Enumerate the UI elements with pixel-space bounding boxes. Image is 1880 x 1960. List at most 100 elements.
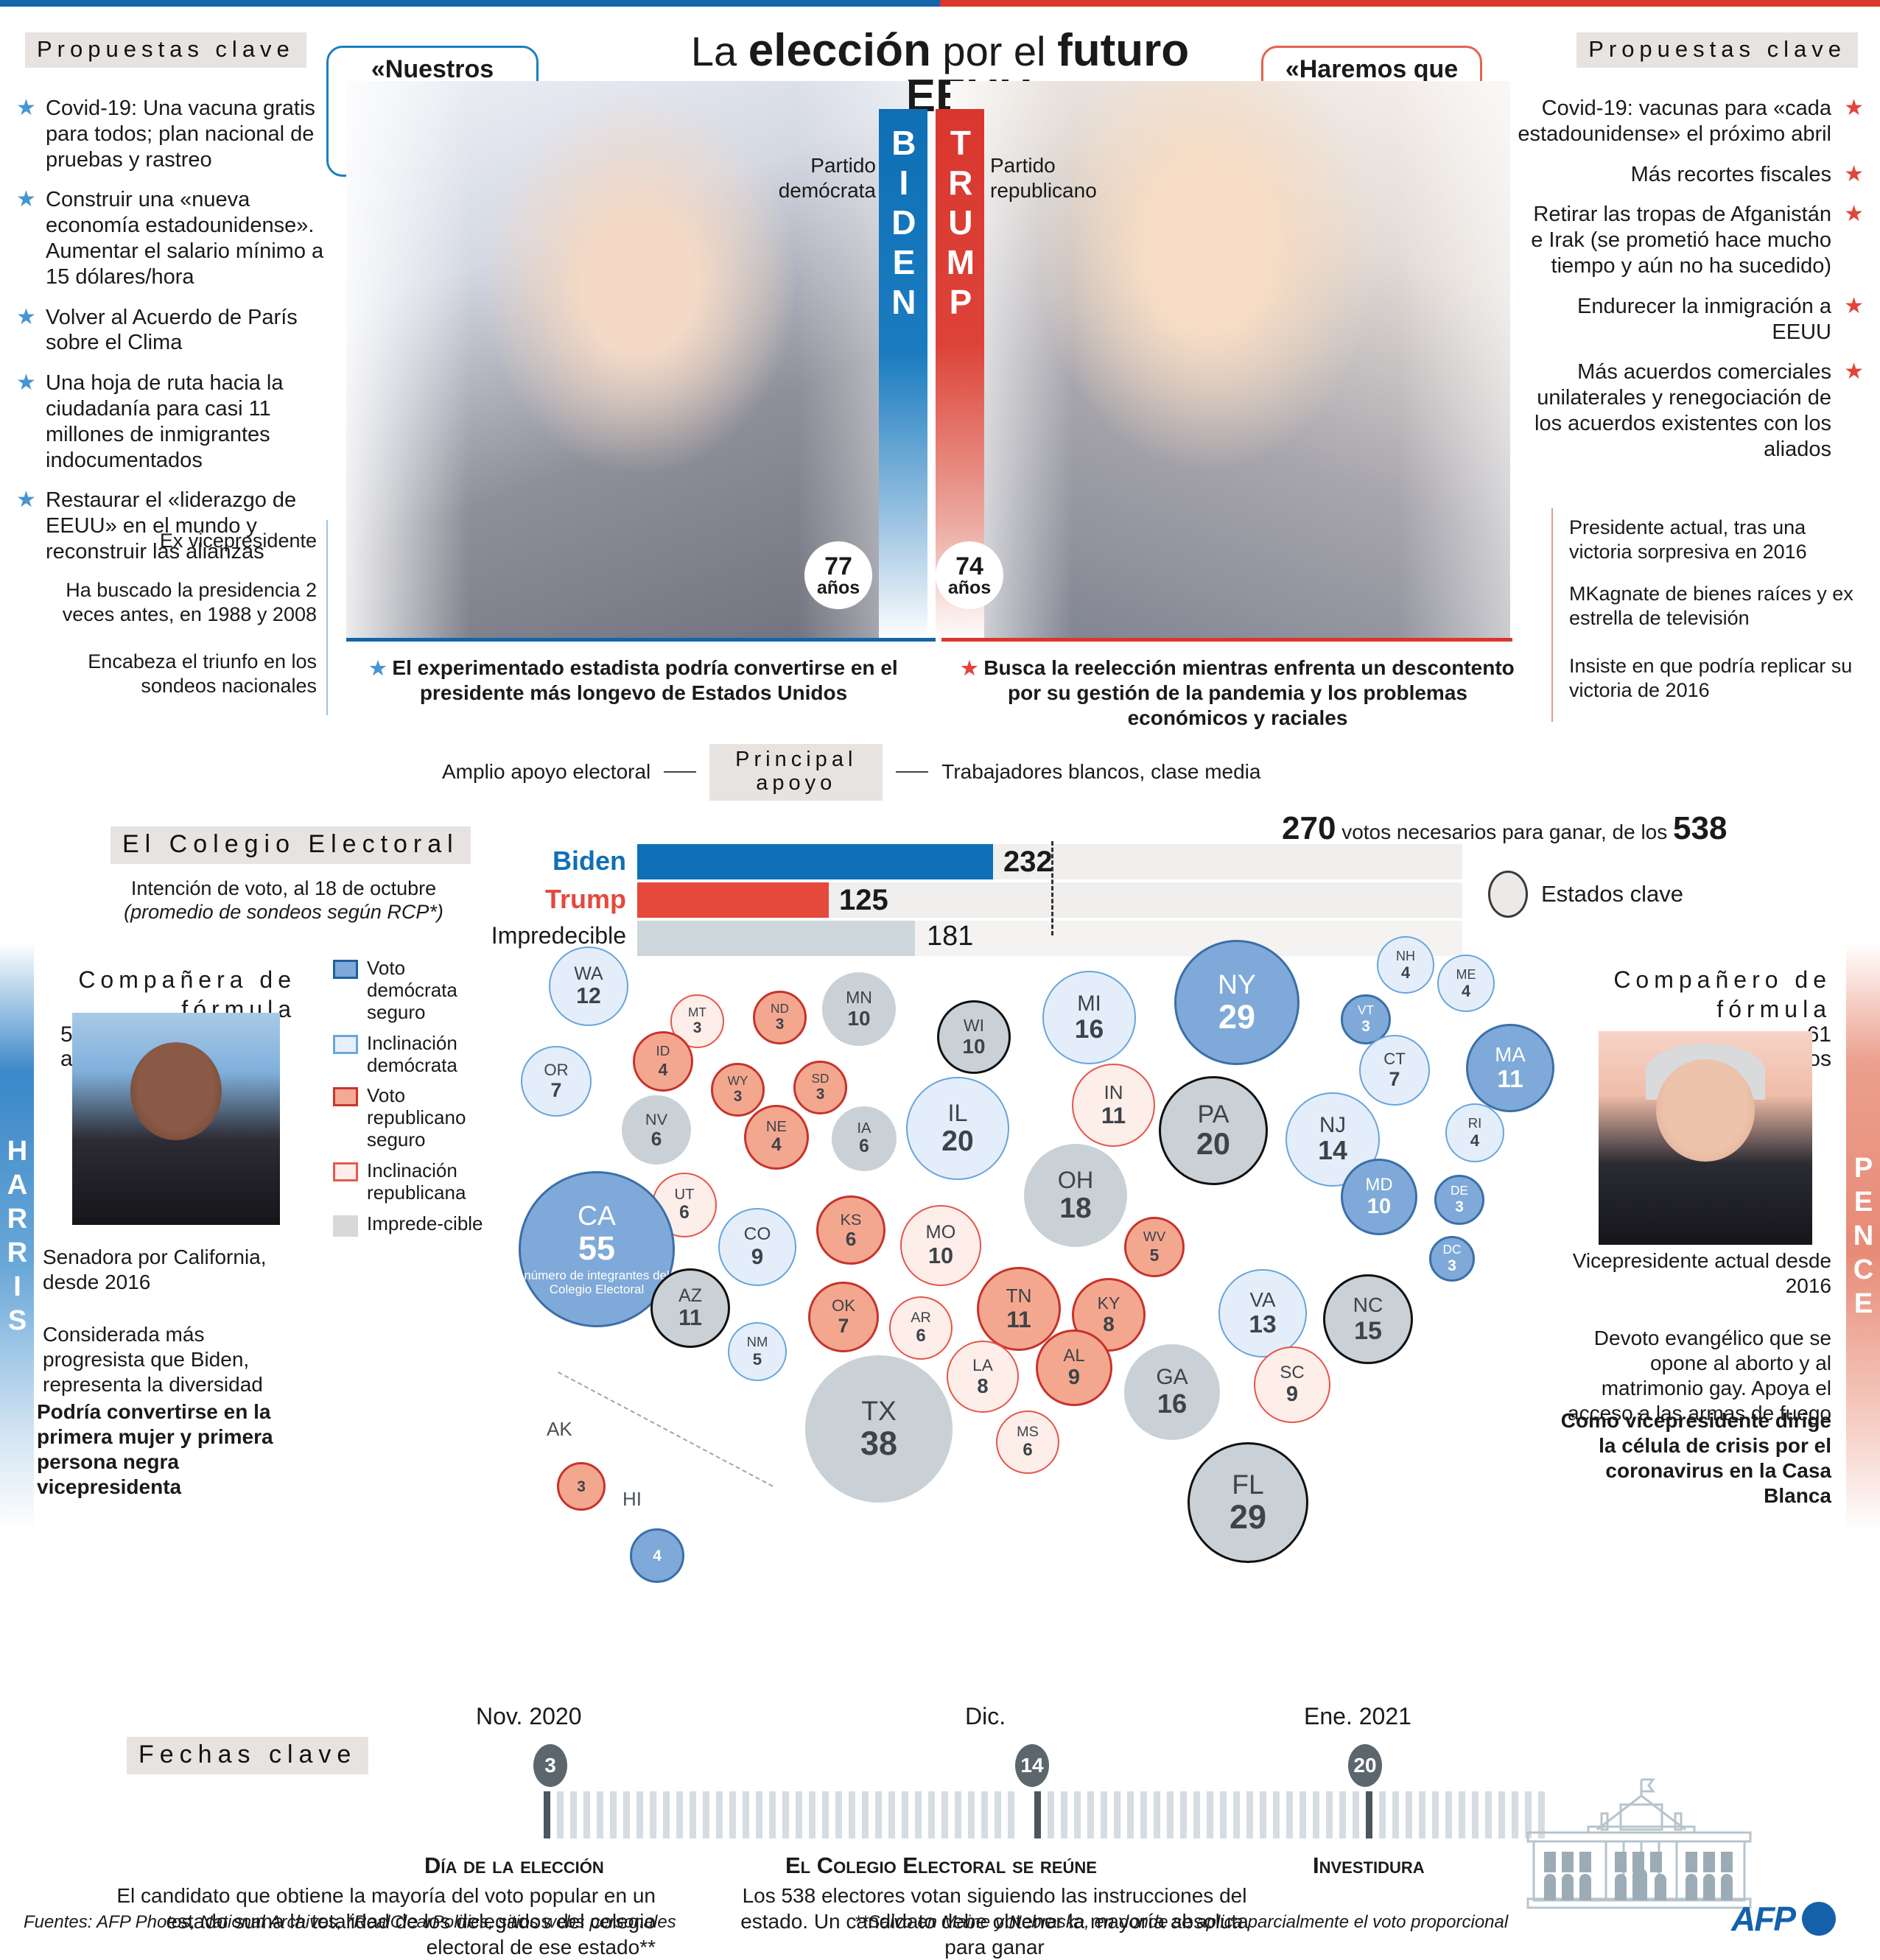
state-bubble-tn[interactable]: TN 11 (977, 1267, 1061, 1351)
timeline-tick (782, 1791, 789, 1838)
timeline-tick (1419, 1791, 1425, 1838)
state-bubble-al[interactable]: AL 9 (1036, 1330, 1112, 1406)
state-bubble-or[interactable]: OR 7 (521, 1046, 592, 1117)
state-abbr: IL (947, 1099, 968, 1126)
state-bubble-co[interactable]: CO 9 (718, 1208, 796, 1286)
star-icon: ★ (16, 488, 36, 513)
state-bubble-nv[interactable]: NV 6 (622, 1095, 691, 1165)
state-bubble-hi[interactable]: 4 (630, 1528, 684, 1583)
trump-age-unit: años (947, 577, 992, 598)
state-bubble-md[interactable]: MD 10 (1341, 1159, 1417, 1235)
state-bubble-la[interactable]: LA 8 (947, 1341, 1019, 1413)
timeline-tick (676, 1791, 683, 1838)
state-abbr: VT (1357, 1002, 1375, 1018)
state-bubble-sd[interactable]: SD 3 (793, 1061, 847, 1114)
state-bubble-ar[interactable]: AR 6 (889, 1296, 953, 1360)
state-bubble-mi[interactable]: MI 16 (1042, 971, 1136, 1064)
timeline-tick (1459, 1791, 1465, 1838)
harris-note-3: Podría convertirse en la primera mujer y… (37, 1400, 273, 1499)
state-electors: 12 (576, 983, 601, 1008)
state-bubble-ct[interactable]: CT 7 (1359, 1035, 1430, 1106)
state-electors: 8 (1103, 1313, 1115, 1336)
legend-swatch-dem-icon (333, 960, 358, 979)
threshold-note: 270 votos necesarios para ganar, de los … (1282, 810, 1727, 847)
state-abbr: CA (578, 1200, 616, 1232)
state-electors: 3 (816, 1086, 825, 1103)
threshold-value: 270 (1282, 810, 1336, 846)
ca-note: número de integrantes del Colegio Electo… (524, 1268, 670, 1296)
state-bubble-ms[interactable]: MS 6 (996, 1411, 1059, 1474)
timeline-tick (995, 1791, 1001, 1838)
state-electors: 13 (1249, 1310, 1277, 1338)
state-abbr: FL (1232, 1469, 1264, 1500)
state-bubble-il[interactable]: IL 20 (906, 1077, 1009, 1180)
state-bubble-sc[interactable]: SC 9 (1254, 1346, 1330, 1423)
title-bold-1: elección (748, 25, 931, 76)
timeline-ticks (544, 1791, 1545, 1838)
bar-label-impredecible: Impredecible (491, 922, 626, 949)
timeline-tick (544, 1791, 550, 1838)
star-icon: ★ (16, 304, 36, 329)
state-bubble-wa[interactable]: WA 12 (549, 946, 628, 1026)
state-bubble-nd[interactable]: ND 3 (753, 991, 807, 1044)
state-electors: 9 (1286, 1383, 1299, 1406)
state-bubble-de[interactable]: DE 3 (1434, 1175, 1484, 1225)
state-bubble-in[interactable]: IN 11 (1072, 1064, 1155, 1147)
legend-item-rep: Voto republicano seguro (333, 1085, 488, 1151)
star-icon: ★ (16, 96, 36, 120)
state-bubble-wi[interactable]: WI 10 (937, 1000, 1011, 1074)
timeline-month-1: Nov. 2020 (476, 1703, 582, 1729)
star-icon: ★ (1844, 202, 1864, 227)
state-bubble-ak[interactable]: 3 (557, 1462, 606, 1511)
state-bubble-dc[interactable]: DC 3 (1429, 1236, 1475, 1282)
state-bubble-ut[interactable]: UT 6 (652, 1173, 717, 1237)
state-bubble-nc[interactable]: NC 15 (1323, 1274, 1413, 1364)
timeline-tick (690, 1791, 696, 1838)
state-bubble-ny[interactable]: NY 29 (1174, 940, 1299, 1065)
state-electors: 6 (916, 1326, 926, 1346)
state-bubble-tx[interactable]: TX 38 (805, 1355, 953, 1503)
state-bubble-id[interactable]: ID 4 (633, 1031, 693, 1092)
timeline-tick (1021, 1791, 1028, 1838)
timeline-tick (875, 1791, 882, 1838)
divider (896, 771, 929, 773)
state-bubble-mn[interactable]: MN 10 (822, 972, 896, 1046)
state-bubble-va[interactable]: VA 13 (1218, 1269, 1307, 1357)
list-item: Covid-19: vacunas para «cada estadounide… (1518, 96, 1864, 146)
state-electors: 15 (1354, 1316, 1382, 1345)
state-bubble-pa[interactable]: PA 20 (1159, 1076, 1268, 1185)
state-bubble-ks[interactable]: KS 6 (816, 1195, 885, 1265)
state-bubble-ok[interactable]: OK 7 (808, 1282, 879, 1352)
state-abbr: WV (1143, 1229, 1166, 1245)
timeline-tick (941, 1791, 948, 1838)
state-bubble-ma[interactable]: MA 11 (1466, 1024, 1554, 1112)
state-bubble-oh[interactable]: OH 18 (1024, 1144, 1127, 1247)
timeline-day-badge-3: 20 (1348, 1744, 1382, 1787)
state-bubble-me[interactable]: ME 4 (1437, 955, 1495, 1012)
state-bubble-wy[interactable]: WY 3 (711, 1063, 765, 1117)
electoral-heading-label: El Colegio Electoral (111, 826, 471, 864)
harris-note-2: Considerada más progresista que Biden, r… (43, 1323, 263, 1397)
timeline-tick (623, 1791, 630, 1838)
state-bubble-ia[interactable]: IA 6 (832, 1106, 897, 1171)
pence-note-1: Vicepresidente actual desde 2016 (1572, 1249, 1831, 1298)
state-bubble-ne[interactable]: NE 4 (744, 1105, 809, 1170)
state-abbr: MS (1017, 1423, 1039, 1440)
state-bubble-nh[interactable]: NH 4 (1377, 936, 1434, 994)
state-bubble-ri[interactable]: RI 4 (1445, 1103, 1504, 1162)
timeline-tick (743, 1791, 749, 1838)
timeline-tick (1445, 1791, 1452, 1838)
timeline-tick (1313, 1791, 1319, 1838)
state-bubble-ca[interactable]: CA 55 número de integrantes del Colegio El… (519, 1171, 675, 1327)
state-bubble-nm[interactable]: NM 5 (728, 1322, 787, 1381)
state-bubble-ga[interactable]: GA 16 (1124, 1344, 1220, 1440)
state-bubble-mo[interactable]: MO 10 (900, 1205, 981, 1286)
timeline-tick (663, 1791, 670, 1838)
state-bubble-wv[interactable]: WV 5 (1124, 1217, 1185, 1277)
state-bubble-az[interactable]: AZ 11 (650, 1268, 730, 1348)
harris-photo (72, 1013, 280, 1225)
state-electors: 18 (1059, 1192, 1092, 1225)
state-abbr: ID (656, 1043, 670, 1059)
state-bubble-fl[interactable]: FL 29 (1188, 1442, 1308, 1563)
trump-note-1: Presidente actual, tras una victoria sor… (1569, 516, 1807, 563)
